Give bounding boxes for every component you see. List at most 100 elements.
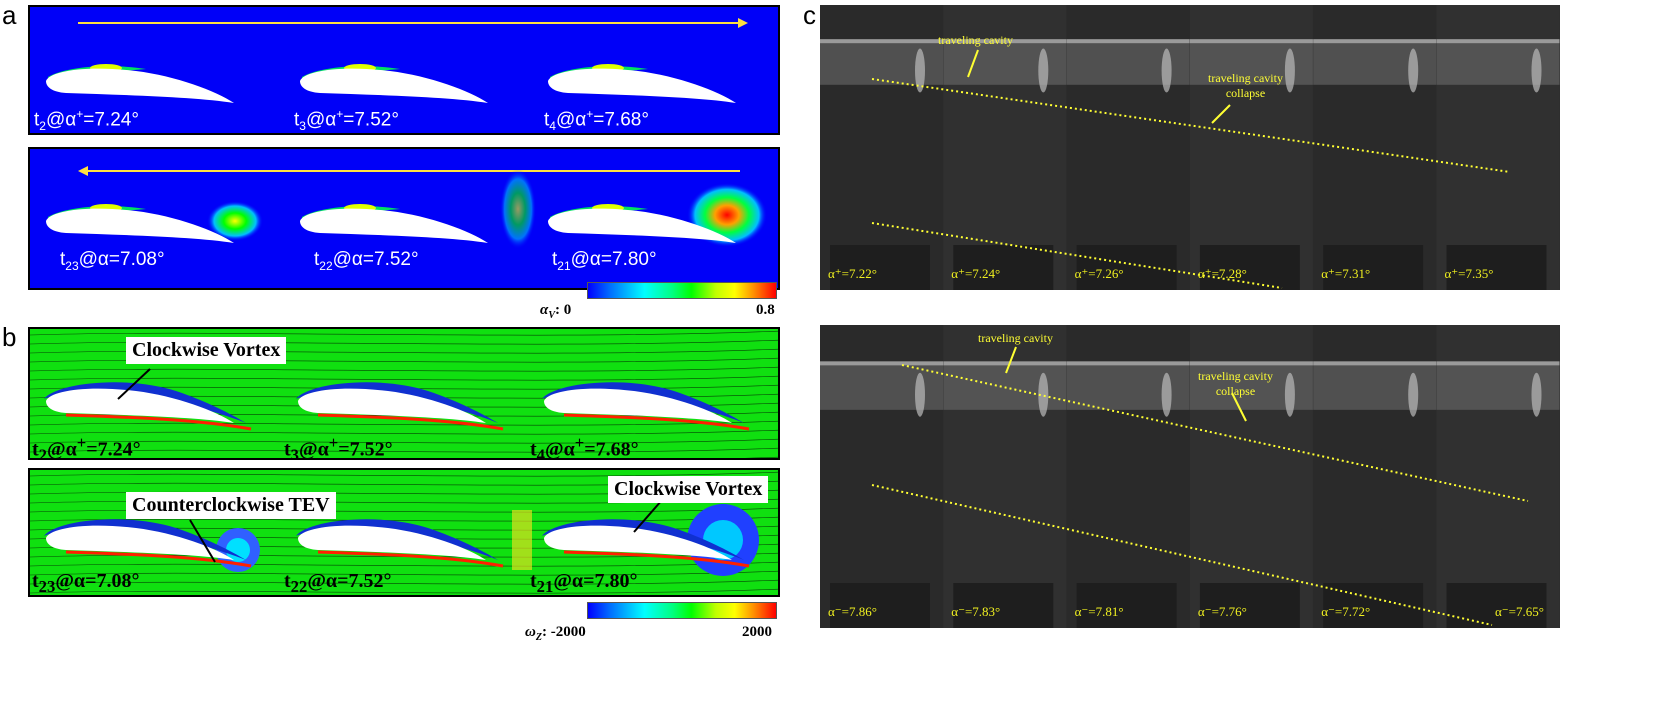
streamline (30, 330, 778, 336)
hydrofoil-edge (1189, 361, 1313, 366)
shear-layer (317, 413, 504, 431)
hydrofoil (46, 68, 234, 103)
hydrofoil (300, 208, 488, 243)
streamline (30, 357, 778, 363)
streamline (30, 429, 778, 435)
annotation-arrow (1211, 104, 1231, 124)
colorbar-b-variable: ωZ: -2000 (525, 624, 586, 643)
annotation-cavity-collapse: traveling cavity collapse (1208, 71, 1283, 100)
photo-sequence-decreasing: traveling cavity traveling cavity collaps… (820, 325, 1560, 628)
shear-layer (65, 413, 252, 431)
annotation-traveling-cavity: traveling cavity (938, 33, 1013, 47)
frame-footer (953, 245, 1054, 290)
reflection (1161, 372, 1172, 417)
hydrofoil-edge (1066, 361, 1190, 366)
frame-footer (830, 245, 930, 290)
hydrofoil-edge (1313, 39, 1437, 44)
label-t22: t22@α=7.52° (314, 249, 419, 273)
arrowhead-icon (738, 18, 748, 28)
label-t2: t2@α+=7.24° (34, 107, 139, 134)
hydrofoil (548, 68, 736, 103)
frame-angle-label: α⁻=7.72° (1321, 604, 1371, 619)
hydrofoil (46, 525, 234, 560)
hydrofoil (298, 525, 486, 560)
frame-footer (1199, 583, 1300, 628)
frame-angle-label: α⁻=7.81° (1074, 604, 1124, 619)
frame-footer (1446, 245, 1547, 290)
shear-layer (563, 550, 750, 568)
reflection (915, 372, 925, 417)
callout-clockwise-vortex: Clockwise Vortex (608, 476, 769, 503)
frame-angle-label: α⁻=7.76° (1197, 604, 1247, 619)
callout-clockwise-vortex: Clockwise Vortex (126, 337, 287, 364)
panel-label-c: c (803, 0, 816, 30)
frame-angle-label: α⁻=7.83° (951, 604, 1001, 619)
reflection (1531, 48, 1542, 93)
streamline (30, 348, 778, 354)
frame-footer (1076, 245, 1177, 290)
label-t22: t22@α=7.52° (284, 570, 392, 596)
reflection (1284, 48, 1295, 93)
streamline (30, 375, 778, 381)
colorbar-omega-z (587, 602, 777, 619)
label-t23: t23@α=7.08° (60, 249, 165, 273)
annotation-traveling-cavity: traveling cavity (978, 331, 1053, 345)
streamline (30, 570, 778, 576)
hydrofoil-edge (943, 39, 1067, 44)
arrowhead-icon (78, 166, 88, 176)
frame-angle-label: α⁻=7.86° (828, 604, 877, 619)
label-t4: t4@α+=7.68° (530, 433, 639, 460)
reflection (1408, 372, 1419, 417)
panel-a-top-contour: t2@α+=7.24° t3@α+=7.52° t4@α+=7.68° (28, 5, 780, 135)
streamline (30, 438, 778, 444)
panel-a-bottom-contour: t23@α=7.08° t22@α=7.52° t21@α=7.80° (28, 147, 780, 290)
frame-angle-label: α⁺=7.26° (1074, 266, 1124, 281)
streamline (30, 588, 778, 594)
label-t21: t21@α=7.80° (552, 249, 657, 273)
frame-footer (830, 583, 930, 628)
panel-a-bottom-plot (46, 166, 767, 249)
reflection (1038, 372, 1049, 417)
vorticity-region (512, 510, 532, 570)
hydrofoil (544, 525, 732, 560)
annotation-arrow (1231, 392, 1247, 422)
hydrofoil-edge (820, 39, 943, 44)
label-t2: t2@α+=7.24° (32, 433, 141, 460)
panel-a-top-plot (46, 18, 748, 103)
hydrofoil-edge (943, 361, 1067, 366)
cavity-blob (500, 169, 536, 249)
frame-angle-label: α⁺=7.31° (1321, 266, 1371, 281)
shear-layer (65, 550, 252, 568)
annotation-arrow (967, 49, 979, 78)
callout-counterclockwise-tev: Counterclockwise TEV (126, 492, 336, 519)
photo-bottom-overlay (820, 325, 1560, 628)
callout-arrow (189, 519, 216, 563)
panel-label-b: b (2, 322, 17, 352)
colorbar-alpha-v (587, 282, 777, 299)
label-t3: t3@α+=7.52° (294, 107, 399, 134)
trend-line (871, 222, 1283, 289)
reflection (1284, 372, 1295, 417)
label-t4: t4@α+=7.68° (544, 107, 649, 134)
reflection (1408, 48, 1419, 93)
frame-footer (1076, 583, 1177, 628)
hydrofoil (300, 68, 488, 103)
annotation-arrow (1005, 346, 1017, 374)
annotation-cavity-collapse: traveling cavity collapse (1198, 369, 1273, 398)
vortex-core (226, 538, 250, 562)
hydrofoil-edge (820, 361, 943, 366)
colorbar-a-variable: αV: 0 (540, 302, 572, 321)
photo-sequence-increasing: traveling cavity traveling cavity collaps… (820, 5, 1560, 290)
label-t21: t21@α=7.80° (530, 570, 638, 596)
shear-layer (563, 413, 750, 431)
streamline (30, 561, 778, 567)
hydrofoil (46, 208, 234, 243)
reflection (1161, 48, 1172, 93)
photo-top-overlay (820, 5, 1560, 290)
streamline (30, 507, 778, 513)
panel-label-a: a (2, 0, 17, 30)
shear-layer (317, 550, 504, 568)
reflection (915, 48, 925, 93)
streamline (30, 339, 778, 345)
frame-footer (1199, 245, 1300, 290)
